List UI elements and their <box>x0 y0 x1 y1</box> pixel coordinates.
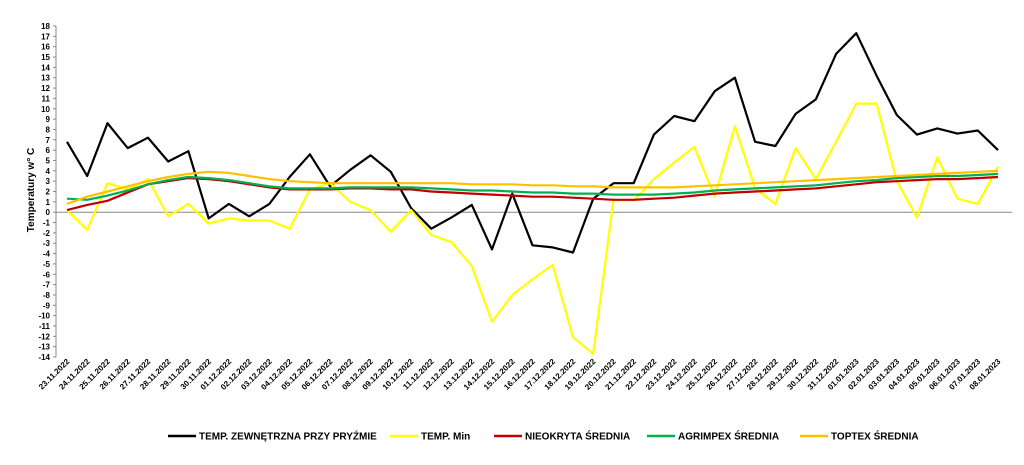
y-axis-label: Temperatury w° C <box>26 148 37 232</box>
y-tick-label: -10 <box>38 312 50 321</box>
y-tick-label: -7 <box>43 281 51 290</box>
y-tick-label: 0 <box>46 208 51 217</box>
y-tick-label: 5 <box>46 156 51 165</box>
y-tick-label: -4 <box>43 250 51 259</box>
y-tick-label: 8 <box>46 125 51 134</box>
y-tick-label: -6 <box>43 270 51 279</box>
y-tick-label: 9 <box>46 115 51 124</box>
y-tick-label: -13 <box>38 343 50 352</box>
y-tick-label: -5 <box>43 260 51 269</box>
y-tick-label: -3 <box>43 239 51 248</box>
y-tick-label: 18 <box>41 22 50 31</box>
y-tick-label: 16 <box>41 43 50 52</box>
y-tick-label: -9 <box>43 301 51 310</box>
y-tick-label: -12 <box>38 332 50 341</box>
axes <box>55 26 1012 357</box>
y-tick-label: -2 <box>43 229 51 238</box>
y-tick-label: 14 <box>41 63 50 72</box>
y-tick-label: 11 <box>42 94 51 103</box>
y-axis-ticks: 1817161514131211109876543210-1-2-3-4-5-6… <box>38 22 56 362</box>
y-tick-label: 7 <box>46 136 51 145</box>
x-axis-ticks: 23.11.202224.11.202225.11.202226.11.2022… <box>37 357 1003 392</box>
y-tick-label: 1 <box>46 198 51 207</box>
legend-label-3: AGRIMPEX ŚREDNIA <box>678 430 779 443</box>
y-tick-label: 3 <box>46 177 51 186</box>
y-tick-label: 17 <box>41 32 50 41</box>
legend-label-0: TEMP. ZEWNĘTRZNA PRZY PRYŹMIE <box>199 430 377 443</box>
y-tick-label: 6 <box>46 146 51 155</box>
legend-label-4: TOPTEX ŚREDNIA <box>831 430 919 443</box>
legend: TEMP. ZEWNĘTRZNA PRZY PRYŹMIE TEMP. Min NI… <box>168 430 919 443</box>
y-tick-label: -1 <box>43 219 51 228</box>
legend-label-2: NIEOKRYTA ŚREDNIA <box>525 430 630 443</box>
legend-label-1: TEMP. Min <box>421 432 470 443</box>
series-line-4 <box>66 169 999 205</box>
y-tick-label: 2 <box>46 188 51 197</box>
series-line-3 <box>66 172 999 201</box>
y-tick-label: 4 <box>46 167 51 176</box>
y-tick-label: -8 <box>43 291 51 300</box>
y-tick-label: -14 <box>38 353 50 362</box>
y-tick-label: 15 <box>41 53 50 62</box>
series-line-1 <box>66 102 999 355</box>
y-tick-label: 13 <box>41 74 50 83</box>
y-tick-label: -11 <box>39 322 51 331</box>
series-lines <box>66 32 999 355</box>
y-tick-label: 10 <box>41 105 50 114</box>
series-line-0 <box>66 32 999 254</box>
y-tick-label: 12 <box>41 84 50 93</box>
